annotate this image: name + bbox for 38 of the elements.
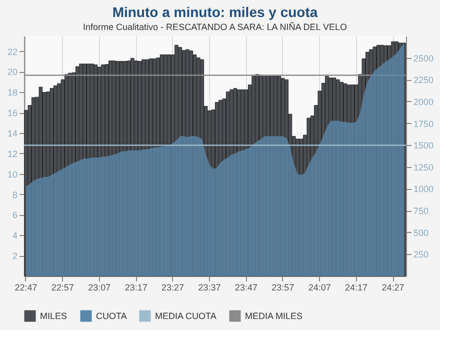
x-tick-label: 23:17 xyxy=(124,282,148,292)
y2-tick-label: 1500 xyxy=(414,140,434,151)
chart-subtitle: Informe Cualitativo - RESCATANDO A SARA: LA NIÑA DEL VELO xyxy=(83,22,347,32)
chart-title: Minuto a minuto: miles y cuota xyxy=(112,4,318,20)
y-tick-label: 12 xyxy=(7,148,18,159)
x-tick-label: 22:47 xyxy=(14,282,38,292)
y2-tick-label: 1750 xyxy=(414,118,434,129)
legend-label: MEDIA CUOTA xyxy=(155,311,216,321)
y-tick-label: 6 xyxy=(12,210,18,220)
x-tick-label: 23:07 xyxy=(88,282,111,292)
y2-tick-label: 750 xyxy=(414,206,429,216)
legend-label: MILES xyxy=(40,311,68,321)
y2-tick-label: 2500 xyxy=(414,53,434,64)
y2-tick-label: 1250 xyxy=(414,162,434,172)
x-tick-label: 24:27 xyxy=(382,282,404,292)
x-tick-label: 23:57 xyxy=(272,282,294,292)
y2-tick-label: 2000 xyxy=(414,96,434,107)
x-tick-label: 23:47 xyxy=(234,282,258,292)
legend-label: CUOTA xyxy=(96,311,127,321)
y-tick-label: 4 xyxy=(12,230,18,241)
y2-tick-label: 1000 xyxy=(414,184,434,194)
x-tick-label: 24:07 xyxy=(308,282,331,292)
y2-tick-label: 500 xyxy=(414,228,429,238)
y-tick-label: 16 xyxy=(7,108,18,118)
legend-label: MEDIA MILES xyxy=(245,311,303,321)
x-tick-label: 23:27 xyxy=(162,282,184,292)
x-tick-label: 24:17 xyxy=(345,282,368,292)
x-tick-label: 22:57 xyxy=(51,282,74,292)
y-tick-label: 20 xyxy=(7,67,18,78)
y-tick-label: 18 xyxy=(7,88,18,98)
y2-tick-label: 2250 xyxy=(414,75,434,86)
y-tick-label: 14 xyxy=(7,128,18,139)
y-tick-label: 10 xyxy=(7,169,18,180)
y-tick-label: 22 xyxy=(7,46,18,57)
y-tick-label: 2 xyxy=(12,251,18,262)
x-tick-label: 23:37 xyxy=(198,282,221,292)
y-tick-label: 8 xyxy=(12,190,18,200)
y2-tick-label: 250 xyxy=(414,250,429,260)
